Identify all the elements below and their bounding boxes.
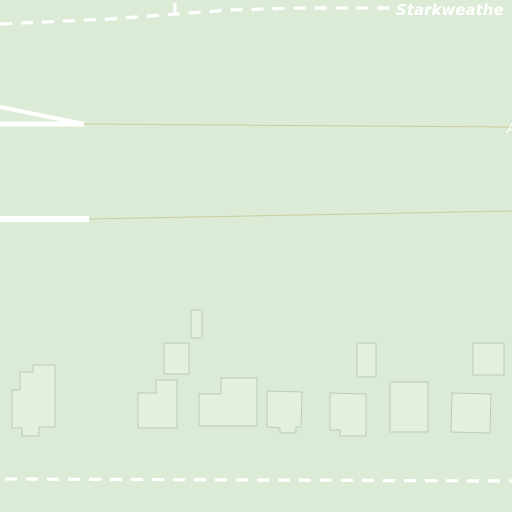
building <box>329 392 367 437</box>
dashed-footpath-bottom <box>4 477 512 483</box>
building <box>198 377 258 427</box>
thin-line-upper <box>83 123 512 128</box>
building <box>266 390 303 434</box>
label-fragment: A <box>506 122 512 137</box>
building <box>356 342 377 378</box>
building <box>137 379 178 429</box>
street-label-starkweather: Starkweathe <box>396 1 504 19</box>
thin-line-lower <box>88 210 512 220</box>
road-stub-upper <box>0 105 85 126</box>
building <box>190 309 203 339</box>
building <box>163 342 190 375</box>
dashed-footpath-top <box>0 6 390 26</box>
building <box>389 381 429 433</box>
building <box>11 364 56 437</box>
building <box>472 342 505 376</box>
building <box>450 392 492 434</box>
